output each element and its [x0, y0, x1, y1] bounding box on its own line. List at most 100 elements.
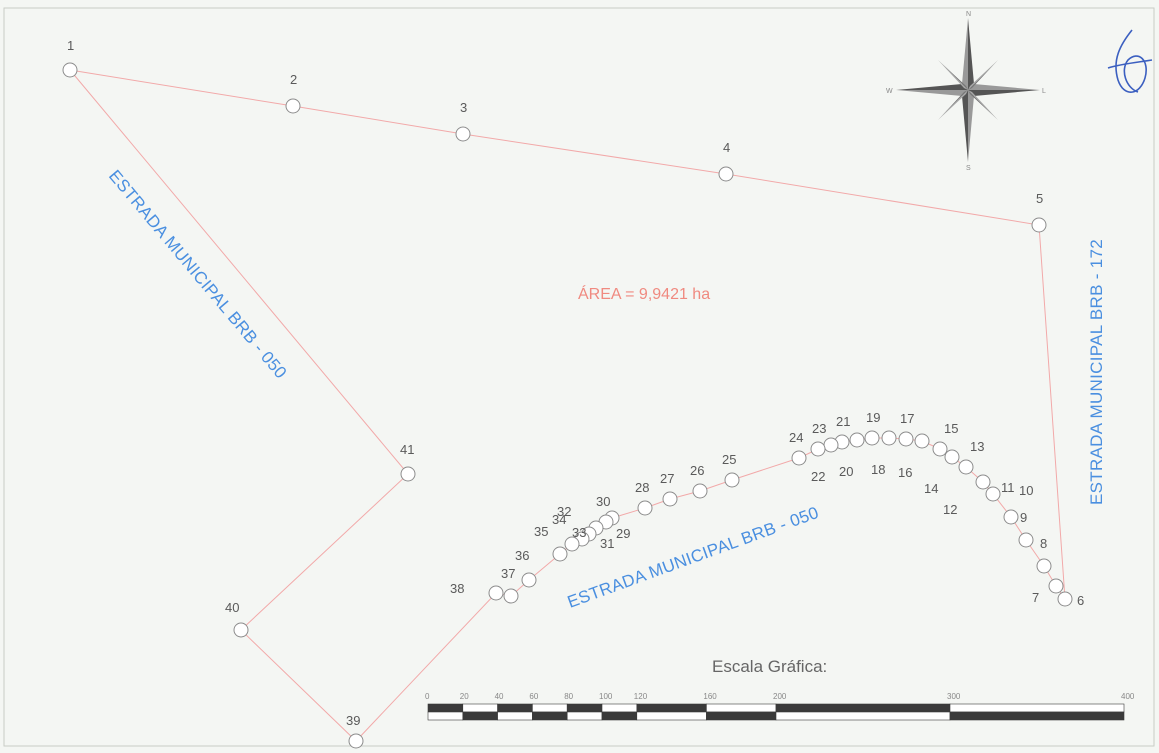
- vertex-marker: [849, 432, 865, 448]
- vertex-marker: [1057, 591, 1073, 607]
- vertex-marker: [975, 474, 991, 490]
- vertex-label: 5: [1036, 191, 1043, 206]
- scale-segment: [462, 711, 498, 721]
- vertex-marker: [348, 733, 364, 749]
- vertex-label: 20: [839, 464, 853, 479]
- scale-tick: 200: [773, 692, 787, 701]
- vertex-marker: [400, 466, 416, 482]
- scale-tick-labels: 0 20 40 60 80 100 120 160 200 300 400: [425, 692, 1135, 701]
- vertex-label: 27: [660, 471, 674, 486]
- vertex-marker: [503, 588, 519, 604]
- scale-tick: 80: [564, 692, 573, 701]
- property-boundary: [69, 69, 1066, 742]
- compass-east: L: [1042, 88, 1046, 95]
- scale-segment: [566, 711, 603, 721]
- vertex-label: 19: [866, 410, 880, 425]
- vertex-marker: [985, 486, 1001, 502]
- vertex-marker: [285, 98, 301, 114]
- scale-segment: [636, 703, 707, 713]
- signature-mark: [1107, 29, 1153, 93]
- scale-segment: [497, 703, 533, 713]
- scale-segment: [532, 711, 568, 721]
- vertex-marker: [637, 500, 653, 516]
- scale-segment: [706, 703, 777, 713]
- vertex-marker: [692, 483, 708, 499]
- vertex-label: 1: [67, 38, 74, 53]
- vertex-label: 6: [1077, 593, 1084, 608]
- scale-tick: 100: [599, 692, 613, 701]
- road-label-west: ESTRADA MUNICIPAL BRB - 050: [105, 166, 291, 382]
- scale-tick: 400: [1121, 692, 1135, 701]
- vertex-label: 7: [1032, 590, 1039, 605]
- scale-tick: 60: [529, 692, 538, 701]
- scale-segment: [706, 711, 777, 721]
- vertex-label: 24: [789, 430, 803, 445]
- vertex-marker: [455, 126, 471, 142]
- vertex-marker: [1018, 532, 1034, 548]
- vertex-label: 14: [924, 481, 938, 496]
- scale-segment: [497, 711, 533, 721]
- vertex-marker: [914, 433, 930, 449]
- vertex-label: 36: [515, 548, 529, 563]
- vertex-marker: [521, 572, 537, 588]
- vertex-marker: [881, 430, 897, 446]
- vertex-label: 31: [600, 536, 614, 551]
- vertex-marker: [552, 546, 568, 562]
- scale-segment: [532, 703, 568, 713]
- vertex-marker: [488, 585, 504, 601]
- scale-segment: [462, 703, 498, 713]
- scale-segment: [949, 703, 1125, 713]
- vertex-label: 35: [534, 524, 548, 539]
- vertex-marker: [898, 431, 914, 447]
- vertex-label: 8: [1040, 536, 1047, 551]
- scale-title: Escala Gráfica:: [712, 657, 827, 676]
- scale-segment: [427, 703, 464, 713]
- vertex-label: 11: [1001, 480, 1015, 495]
- vertex-label: 13: [970, 439, 984, 454]
- compass-rose-icon: N S L W: [886, 11, 1046, 172]
- map-frame: [3, 7, 1155, 747]
- vertex-label: 38: [450, 581, 464, 596]
- vertex-label: 23: [812, 421, 826, 436]
- vertex-label: 16: [898, 465, 912, 480]
- vertex-marker: [1031, 217, 1047, 233]
- vertex-label: 40: [225, 600, 239, 615]
- vertex-group: 1234567891011121314151617181920212223242…: [62, 38, 1084, 749]
- vertex-label: 32: [557, 504, 571, 519]
- scale-tick: 120: [634, 692, 648, 701]
- vertex-label: 41: [400, 442, 414, 457]
- vertex-marker: [724, 472, 740, 488]
- vertex-label: 25: [722, 452, 736, 467]
- vertex-marker: [564, 536, 580, 552]
- vertex-marker: [958, 459, 974, 475]
- vertex-label: 34: [552, 512, 566, 527]
- vertex-marker: [62, 62, 78, 78]
- compass-north: N: [966, 11, 971, 18]
- vertex-marker: [233, 622, 249, 638]
- vertex-label: 2: [290, 72, 297, 87]
- vertex-label: 9: [1020, 510, 1027, 525]
- vertex-marker: [944, 449, 960, 465]
- vertex-label: 37: [501, 566, 515, 581]
- scale-segment: [775, 711, 951, 721]
- scale-segment: [427, 711, 464, 721]
- vertex-label: 10: [1019, 483, 1033, 498]
- vertex-label: 30: [596, 494, 610, 509]
- vertex-label: 17: [900, 411, 914, 426]
- vertex-marker: [1003, 509, 1019, 525]
- vertex-marker: [662, 491, 678, 507]
- vertex-label: 22: [811, 469, 825, 484]
- vertex-label: 26: [690, 463, 704, 478]
- compass-south: S: [966, 165, 971, 172]
- vertex-label: 18: [871, 462, 885, 477]
- vertex-label: 39: [346, 713, 360, 728]
- scale-segment: [949, 711, 1125, 721]
- vertex-label: 29: [616, 526, 630, 541]
- scale-bar: [427, 703, 1125, 721]
- vertex-marker: [718, 166, 734, 182]
- vertex-label: 4: [723, 140, 730, 155]
- scale-tick: 300: [947, 692, 961, 701]
- vertex-marker: [932, 441, 948, 457]
- scale-segment: [775, 703, 951, 713]
